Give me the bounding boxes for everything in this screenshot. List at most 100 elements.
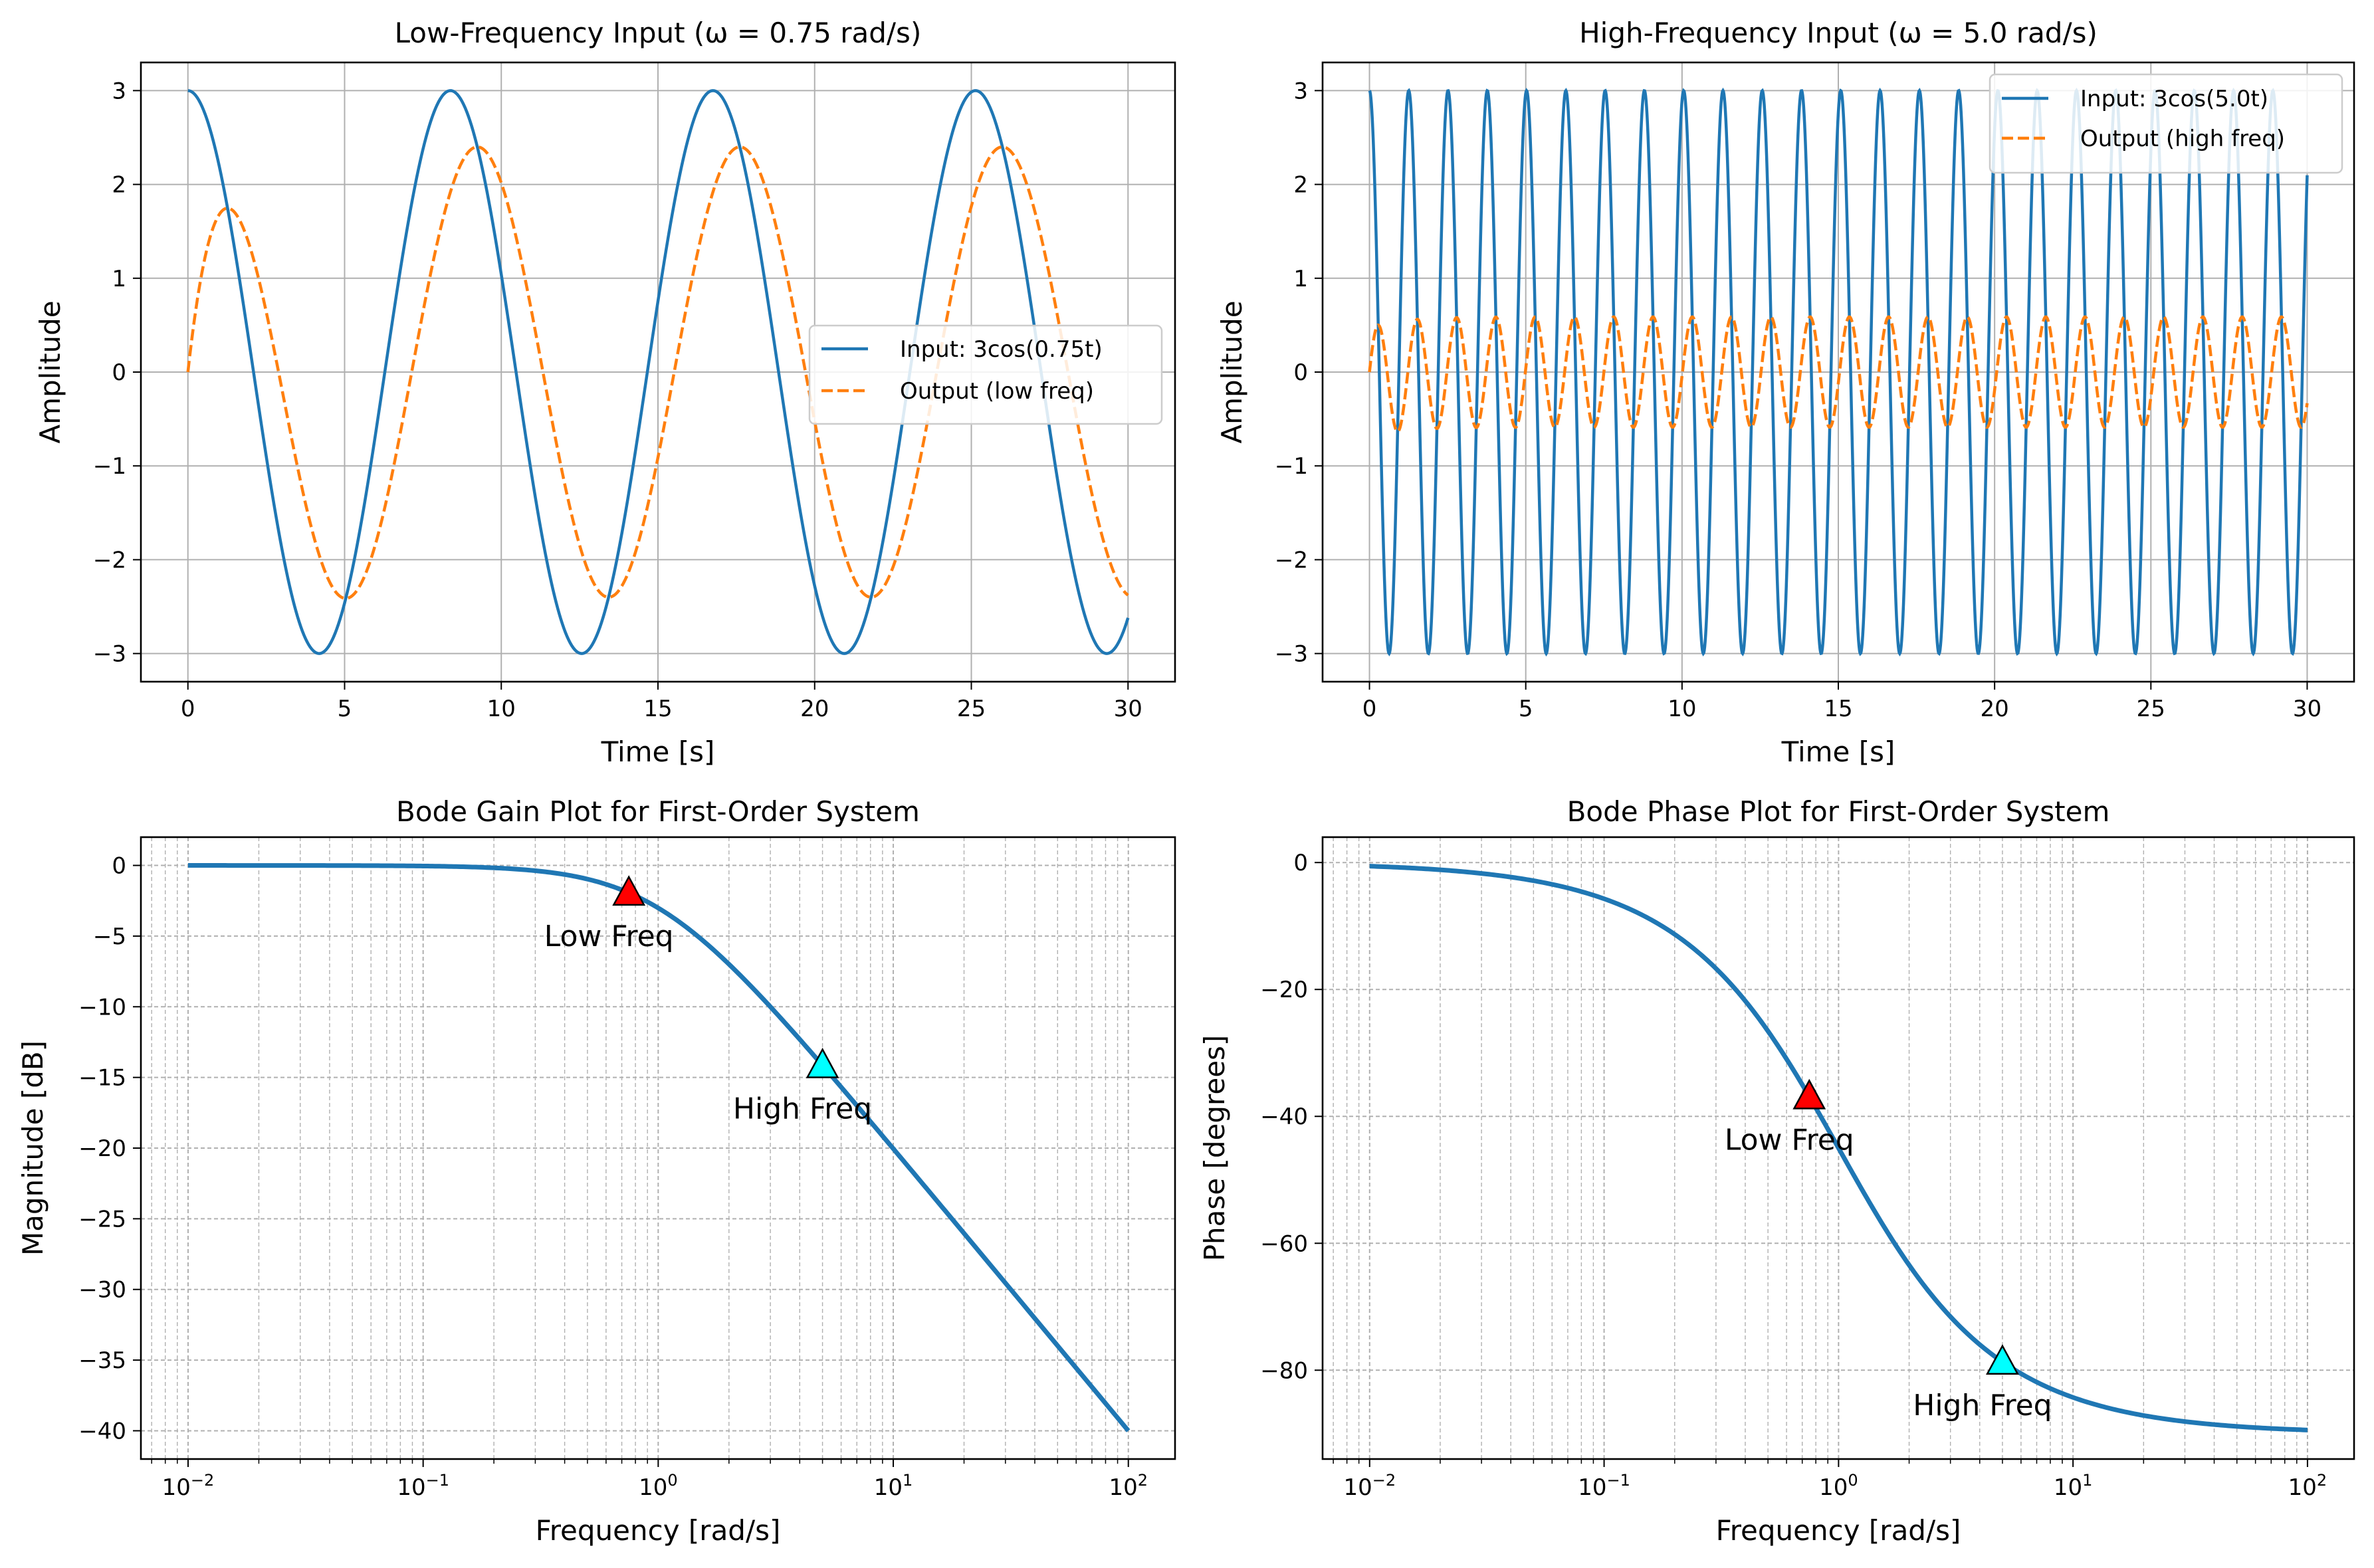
series-line-gain — [187, 863, 1131, 1432]
panel-bode-phase: Bode Phase Plot for First-Order System 1… — [1198, 795, 2355, 1547]
x-tick-label: 30 — [1114, 696, 1142, 722]
chart-title-high: High-Frequency Input (ω = 5.0 rad/s) — [1579, 17, 2098, 49]
y-tick-label: 3 — [112, 78, 126, 104]
x-tick-label: 10 — [487, 696, 516, 722]
x-tick-label: 102 — [1109, 1471, 1148, 1501]
y-tick-label: 1 — [112, 266, 126, 292]
y-tick-label: −1 — [1275, 453, 1308, 480]
y-tick-label: 1 — [1293, 266, 1308, 292]
y-tick-label: 3 — [1293, 78, 1308, 104]
marker-label: Low Freq — [1725, 1123, 1854, 1157]
legend-label-output-low: Output (low freq) — [900, 378, 1094, 405]
y-tick-label: −20 — [1260, 977, 1308, 1003]
y-axis-label-low: Amplitude — [34, 300, 66, 443]
x-tick-label: 10−2 — [162, 1471, 215, 1501]
x-axis-ticks-low: 0 5 10 15 20 25 30 — [181, 682, 1142, 722]
x-tick-label: 25 — [957, 696, 986, 722]
y-axis-ticks-low: −3 −2 −1 0 1 2 3 — [93, 78, 141, 668]
x-axis-ticks-gain: 10−2 10−1 100 101 102 — [151, 1459, 1148, 1501]
legend-label-input-high: Input: 3cos(5.0t) — [2080, 86, 2268, 112]
x-tick-label: 15 — [1824, 696, 1852, 722]
y-axis-label-phase: Phase [degrees] — [1198, 1035, 1231, 1262]
x-tick-label: 5 — [1519, 696, 1533, 722]
y-tick-label: −10 — [78, 994, 126, 1021]
x-axis-label-phase: Frequency [rad/s] — [1716, 1514, 1961, 1547]
y-tick-label: 2 — [1293, 172, 1308, 199]
grid-phase — [1323, 837, 2354, 1459]
y-tick-label: −2 — [93, 547, 126, 573]
markers-gain: Low Freq High Freq — [544, 875, 872, 1126]
x-axis-label-high: Time [s] — [1781, 735, 1895, 768]
marker-high-freq — [1986, 1344, 2019, 1375]
x-tick-label: 25 — [2137, 696, 2165, 722]
y-tick-label: 0 — [1293, 359, 1308, 386]
series-low — [186, 89, 1130, 655]
y-tick-label: −15 — [78, 1065, 126, 1092]
x-axis-label-low: Time [s] — [601, 735, 715, 768]
legend-low: Input: 3cos(0.75t) Output (low freq) — [808, 324, 1163, 425]
x-tick-label: 101 — [874, 1471, 913, 1501]
marker-low-freq — [612, 875, 646, 906]
panel-high-frequency: High-Frequency Input (ω = 5.0 rad/s) 0 5 1… — [1216, 17, 2355, 768]
marker-label: High Freq — [1913, 1389, 2052, 1422]
x-tick-label: 100 — [1819, 1471, 1858, 1501]
x-tick-label: 0 — [1362, 696, 1377, 722]
x-tick-label: 10−2 — [1343, 1471, 1396, 1501]
x-tick-label: 0 — [181, 696, 195, 722]
legend-label-input-low: Input: 3cos(0.75t) — [900, 336, 1103, 363]
legend-label-output-high: Output (high freq) — [2080, 126, 2285, 152]
panel-bode-gain: Bode Gain Plot for First-Order System 10… — [17, 795, 1176, 1547]
x-tick-label: 20 — [800, 696, 829, 722]
chart-title-gain: Bode Gain Plot for First-Order System — [396, 795, 920, 828]
x-axis-label-gain: Frequency [rad/s] — [536, 1514, 781, 1547]
chart-title-phase: Bode Phase Plot for First-Order System — [1567, 795, 2110, 828]
grid-gain — [141, 837, 1175, 1459]
x-tick-label: 101 — [2054, 1471, 2093, 1501]
y-axis-ticks-phase: −80 −60 −40 −20 0 — [1260, 850, 1323, 1384]
x-tick-label: 100 — [639, 1471, 678, 1501]
y-tick-label: −3 — [1275, 641, 1308, 668]
marker-label: High Freq — [733, 1092, 872, 1126]
markers-phase: Low Freq High Freq — [1725, 1078, 2052, 1422]
y-tick-label: −5 — [93, 924, 126, 950]
y-axis-ticks-high: −3 −2 −1 0 1 2 3 — [1275, 78, 1323, 668]
y-tick-label: −2 — [1275, 547, 1308, 573]
y-tick-label: −3 — [93, 641, 126, 668]
y-tick-label: −40 — [78, 1418, 126, 1444]
y-tick-label: −60 — [1260, 1230, 1308, 1257]
y-axis-ticks-gain: −40 −35 −30 −25 −20 −15 −10 −5 0 — [78, 853, 141, 1444]
y-axis-label-high: Amplitude — [1216, 300, 1248, 443]
y-tick-label: −1 — [93, 453, 126, 480]
y-tick-label: 0 — [112, 853, 126, 880]
panel-low-frequency: Low-Frequency Input (ω = 0.75 rad/s) 0 5 1… — [34, 17, 1176, 768]
x-tick-label: 10−1 — [397, 1471, 449, 1501]
y-tick-label: 0 — [112, 359, 126, 386]
x-tick-label: 20 — [1981, 696, 2009, 722]
y-tick-label: −20 — [78, 1135, 126, 1162]
x-tick-label: 5 — [338, 696, 352, 722]
series-line-input — [187, 89, 1130, 655]
marker-label: Low Freq — [544, 920, 674, 953]
series-gain — [187, 863, 1131, 1432]
y-tick-label: −30 — [78, 1277, 126, 1304]
series-line-phase — [1369, 864, 2308, 1432]
chart-title-low: Low-Frequency Input (ω = 0.75 rad/s) — [395, 17, 922, 49]
series-phase — [1369, 864, 2308, 1432]
x-tick-label: 10−1 — [1578, 1471, 1630, 1501]
x-tick-label: 15 — [643, 696, 672, 722]
marker-low-freq — [1792, 1078, 1826, 1110]
y-tick-label: −35 — [78, 1347, 126, 1374]
series-line-output — [186, 145, 1129, 600]
y-tick-label: 0 — [1293, 850, 1308, 876]
x-tick-label: 30 — [2293, 696, 2321, 722]
y-tick-label: −40 — [1260, 1104, 1308, 1130]
y-tick-label: −25 — [78, 1206, 126, 1232]
marker-high-freq — [806, 1047, 839, 1078]
y-tick-label: 2 — [112, 172, 126, 199]
x-axis-ticks-phase: 10−2 10−1 100 101 102 — [1333, 1459, 2327, 1501]
legend-high: Input: 3cos(5.0t) Output (high freq) — [1989, 73, 2343, 174]
x-tick-label: 10 — [1668, 696, 1696, 722]
y-tick-label: −80 — [1260, 1357, 1308, 1384]
series-line-output — [1368, 315, 2309, 434]
